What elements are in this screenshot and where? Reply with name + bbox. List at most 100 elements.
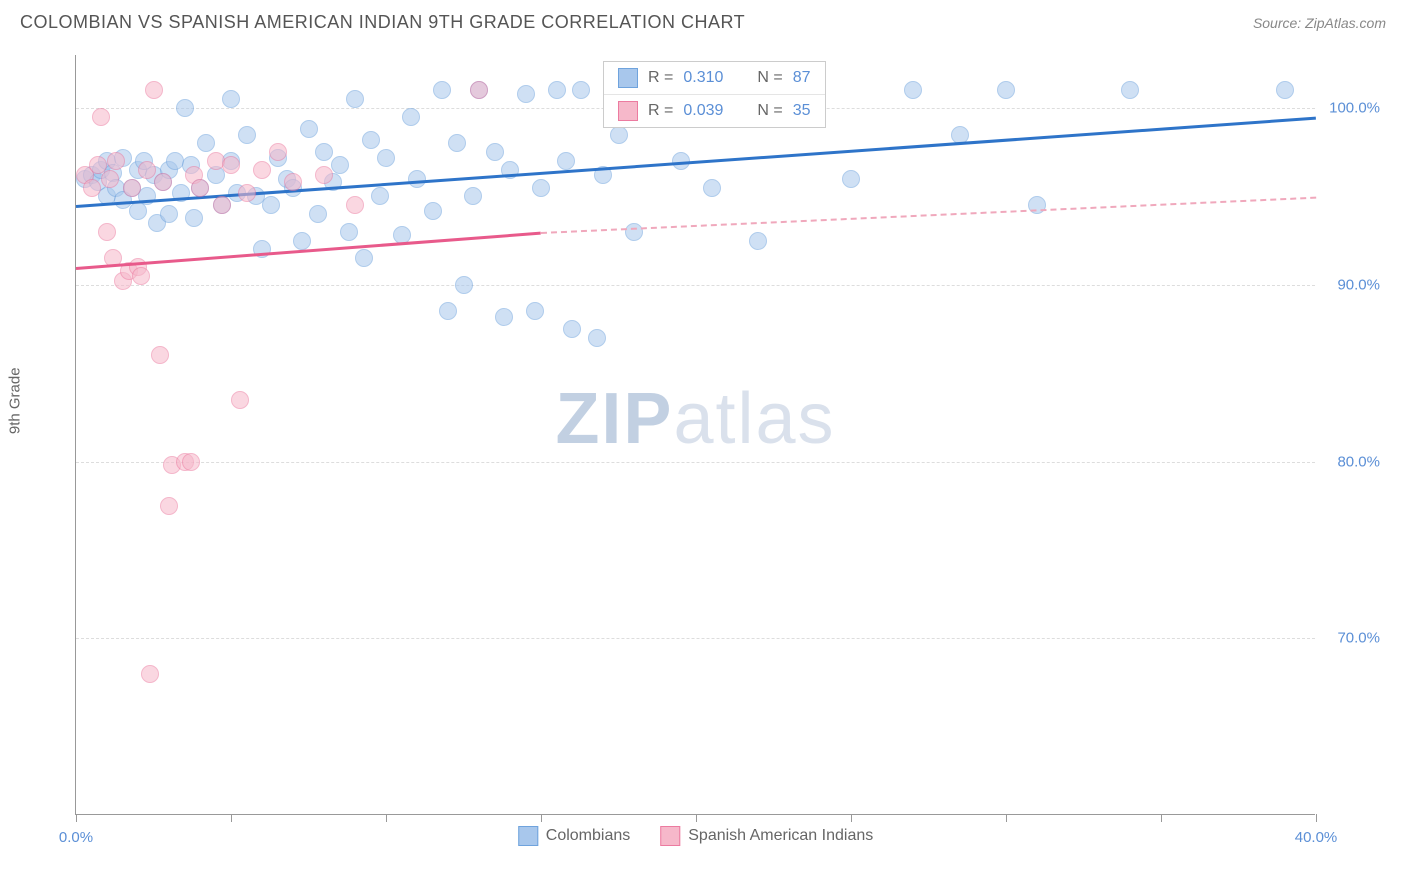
trend-line-dashed	[541, 196, 1316, 233]
scatter-point	[749, 232, 767, 250]
scatter-point	[1276, 81, 1294, 99]
n-label: N =	[757, 69, 782, 87]
scatter-point	[154, 173, 172, 191]
series-swatch	[618, 101, 638, 121]
scatter-point	[222, 90, 240, 108]
scatter-point	[448, 134, 466, 152]
correlation-stats-box: R = 0.310 N = 87 R = 0.039 N = 35	[603, 61, 826, 128]
scatter-point	[610, 126, 628, 144]
scatter-point	[377, 149, 395, 167]
scatter-point	[433, 81, 451, 99]
scatter-point	[238, 126, 256, 144]
x-tick-label: 40.0%	[1295, 829, 1338, 846]
legend-item: Spanish American Indians	[660, 826, 873, 846]
r-value: 0.039	[683, 102, 723, 120]
scatter-point	[355, 249, 373, 267]
chart-title: COLOMBIAN VS SPANISH AMERICAN INDIAN 9TH…	[20, 12, 745, 33]
legend-item: Colombians	[518, 826, 630, 846]
gridline	[76, 462, 1315, 463]
x-tick	[541, 814, 542, 822]
x-tick-label: 0.0%	[59, 829, 93, 846]
watermark-atlas: atlas	[673, 379, 835, 459]
source-attribution: Source: ZipAtlas.com	[1253, 15, 1386, 31]
scatter-point	[557, 152, 575, 170]
x-tick	[231, 814, 232, 822]
scatter-point	[253, 161, 271, 179]
r-value: 0.310	[683, 69, 723, 87]
scatter-point	[309, 205, 327, 223]
x-tick	[1161, 814, 1162, 822]
scatter-point	[151, 346, 169, 364]
scatter-point	[123, 179, 141, 197]
source-label: Source:	[1253, 15, 1301, 31]
x-tick	[1316, 814, 1317, 822]
n-value: 87	[793, 69, 811, 87]
scatter-point	[101, 170, 119, 188]
y-axis-label: 9th Grade	[7, 367, 24, 434]
scatter-point	[526, 302, 544, 320]
gridline	[76, 285, 1315, 286]
scatter-point	[293, 232, 311, 250]
chart-header: COLOMBIAN VS SPANISH AMERICAN INDIAN 9TH…	[0, 0, 1406, 41]
x-tick	[386, 814, 387, 822]
scatter-point	[904, 81, 922, 99]
x-tick	[1006, 814, 1007, 822]
n-label: N =	[757, 102, 782, 120]
scatter-point	[362, 131, 380, 149]
scatter-point	[315, 166, 333, 184]
scatter-point	[517, 85, 535, 103]
scatter-point	[145, 81, 163, 99]
scatter-point	[83, 179, 101, 197]
scatter-point	[231, 391, 249, 409]
chart-container: 9th Grade ZIPatlas 70.0%80.0%90.0%100.0%…	[20, 45, 1386, 872]
scatter-point	[997, 81, 1015, 99]
n-value: 35	[793, 102, 811, 120]
scatter-point	[197, 134, 215, 152]
y-tick-label: 80.0%	[1320, 453, 1380, 470]
scatter-point	[1121, 81, 1139, 99]
scatter-point	[371, 187, 389, 205]
scatter-point	[92, 108, 110, 126]
scatter-point	[424, 202, 442, 220]
x-tick	[851, 814, 852, 822]
scatter-point	[98, 223, 116, 241]
stats-row: R = 0.310 N = 87	[604, 62, 825, 94]
scatter-point	[495, 308, 513, 326]
scatter-point	[160, 497, 178, 515]
legend-swatch	[660, 826, 680, 846]
scatter-point	[315, 143, 333, 161]
scatter-point	[340, 223, 358, 241]
scatter-point	[548, 81, 566, 99]
watermark-zip: ZIP	[555, 379, 673, 459]
watermark: ZIPatlas	[555, 378, 835, 460]
scatter-point	[625, 223, 643, 241]
scatter-point	[455, 276, 473, 294]
scatter-point	[408, 170, 426, 188]
y-tick-label: 90.0%	[1320, 276, 1380, 293]
scatter-point	[238, 184, 256, 202]
scatter-point	[300, 120, 318, 138]
scatter-point	[331, 156, 349, 174]
scatter-point	[262, 196, 280, 214]
legend-label: Colombians	[546, 827, 630, 845]
r-label: R =	[648, 69, 673, 87]
scatter-point	[470, 81, 488, 99]
scatter-point	[284, 173, 302, 191]
gridline	[76, 638, 1315, 639]
scatter-point	[176, 99, 194, 117]
scatter-point	[703, 179, 721, 197]
scatter-point	[572, 81, 590, 99]
scatter-point	[138, 161, 156, 179]
scatter-point	[532, 179, 550, 197]
r-label: R =	[648, 102, 673, 120]
scatter-point	[439, 302, 457, 320]
scatter-point	[842, 170, 860, 188]
scatter-point	[185, 209, 203, 227]
legend-swatch	[518, 826, 538, 846]
x-tick	[696, 814, 697, 822]
series-swatch	[618, 68, 638, 88]
source-name: ZipAtlas.com	[1305, 15, 1386, 31]
x-tick	[76, 814, 77, 822]
legend-label: Spanish American Indians	[688, 827, 873, 845]
scatter-point	[213, 196, 231, 214]
